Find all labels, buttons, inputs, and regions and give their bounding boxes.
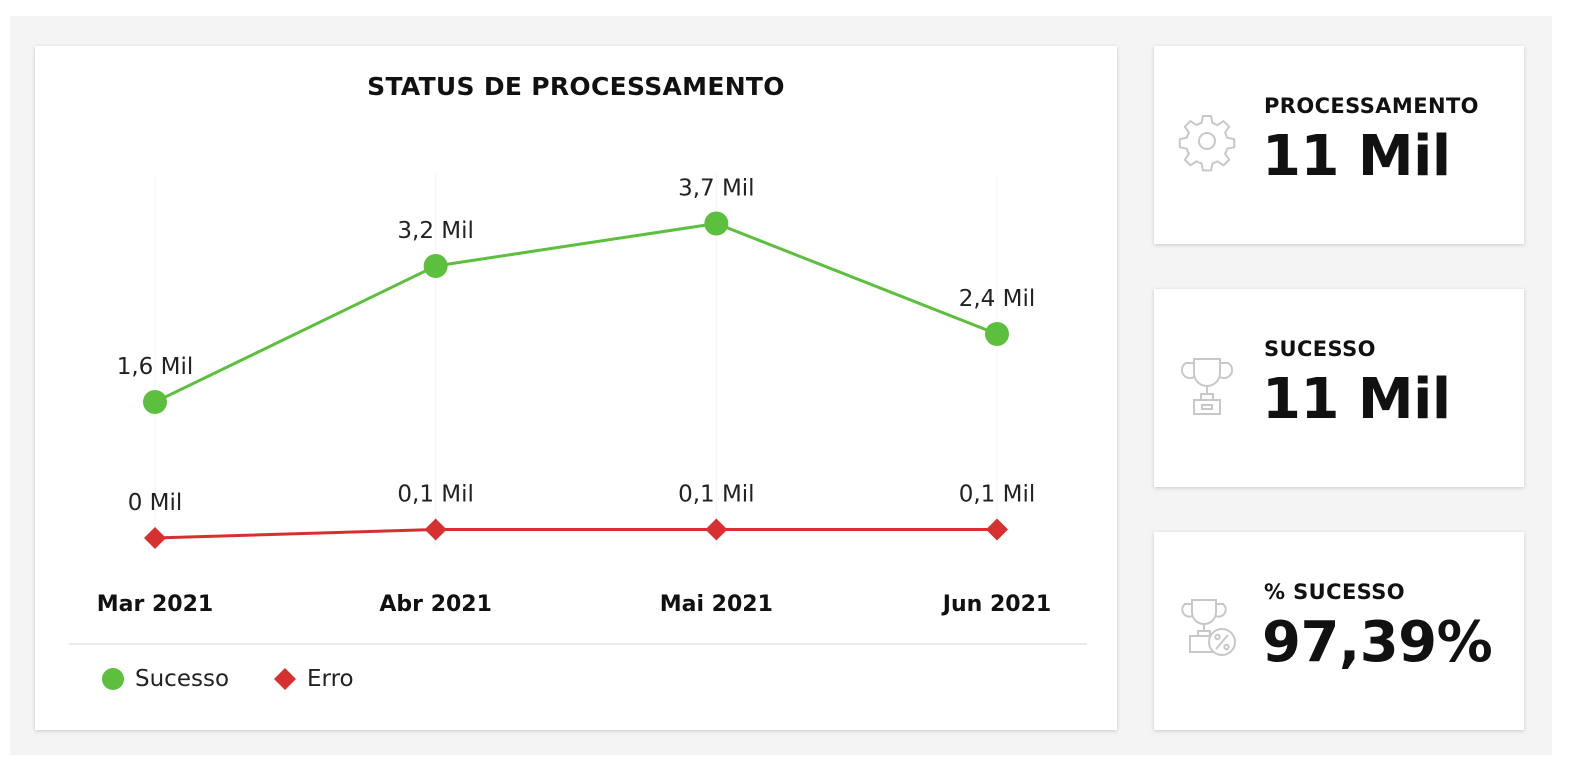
- data-point-erro: [986, 518, 1008, 541]
- kpi-card-percent-sucesso: % SUCESSO 97,39%: [1154, 532, 1524, 730]
- chart-card: STATUS DE PROCESSAMENTO Mar 2021 Abr 2021…: [35, 46, 1117, 730]
- data-label: 3,2 Mil: [397, 218, 474, 244]
- data-point-sucesso: [704, 211, 729, 236]
- data-point-sucesso: [423, 254, 448, 278]
- kpi-value-sucesso: 11 Mil: [1262, 367, 1451, 432]
- data-label: 0,1 Mil: [678, 482, 755, 508]
- dashboard-canvas: STATUS DE PROCESSAMENTO Mar 2021 Abr 2021…: [10, 16, 1552, 755]
- legend-item-sucesso[interactable]: Sucesso: [101, 666, 229, 692]
- series-line-sucesso: [154, 222, 998, 404]
- kpi-card-sucesso: SUCESSO 11 Mil: [1154, 289, 1524, 487]
- x-tick-label: Jun 2021: [941, 592, 1051, 617]
- x-tick-label: Mar 2021: [97, 592, 213, 617]
- legend-label-sucesso: Sucesso: [135, 666, 230, 692]
- data-label: 0,1 Mil: [959, 482, 1036, 508]
- kpi-label-sucesso: SUCESSO: [1264, 337, 1376, 361]
- data-point-erro: [144, 527, 166, 549]
- x-tick-label: Mai 2021: [660, 592, 773, 617]
- trophy-icon: [1180, 358, 1234, 415]
- data-point-erro: [424, 518, 447, 541]
- data-label: 3,7 Mil: [678, 176, 755, 202]
- line-chart: Mar 2021 Abr 2021 Mai 2021 Jun 2021 1,6 Mil 3…: [69, 174, 1087, 645]
- kpi-label-processamento: PROCESSAMENTO: [1264, 94, 1479, 118]
- chart-title: STATUS DE PROCESSAMENTO: [367, 72, 785, 101]
- series-line-erro: [154, 528, 997, 540]
- kpi-value-percent-sucesso: 97,39%: [1262, 610, 1493, 675]
- legend-label-erro: Erro: [307, 666, 354, 692]
- kpi-value-processamento: 11 Mil: [1262, 124, 1451, 189]
- legend-diamond-icon: [274, 668, 297, 690]
- data-point-sucesso: [985, 322, 1009, 346]
- data-label: 1,6 Mil: [117, 354, 194, 380]
- data-label: 0 Mil: [128, 490, 183, 516]
- data-label: 2,4 Mil: [959, 286, 1036, 312]
- kpi-card-processamento: PROCESSAMENTO 11 Mil: [1154, 46, 1524, 244]
- data-point-erro: [705, 518, 728, 541]
- legend-circle-icon: [102, 668, 124, 690]
- kpi-label-percent-sucesso: % SUCESSO: [1264, 580, 1406, 604]
- x-tick-label: Abr 2021: [379, 592, 492, 617]
- data-label: 0,1 Mil: [397, 482, 474, 508]
- chart-legend: Sucesso Erro: [101, 666, 354, 692]
- legend-item-erro[interactable]: Erro: [273, 666, 354, 692]
- data-point-sucesso: [143, 390, 167, 414]
- gear-icon: [1178, 115, 1236, 172]
- trophy-percent-icon: [1181, 599, 1236, 656]
